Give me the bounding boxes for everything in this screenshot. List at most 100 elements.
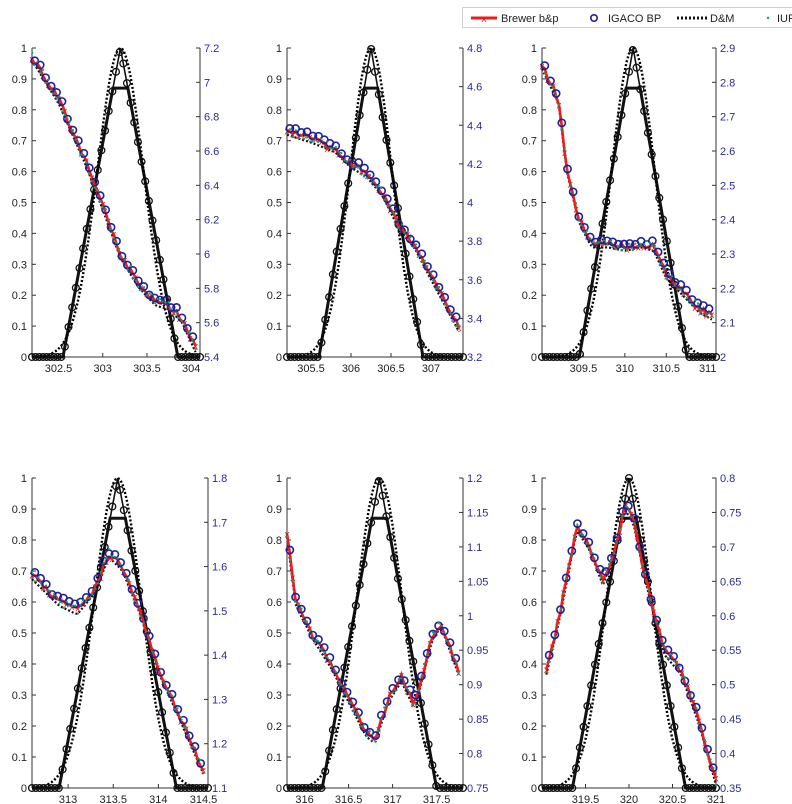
brewer-marker: x [572,532,577,543]
igaco-marker [128,265,138,275]
slit-marker [340,202,349,211]
igaco-marker [139,282,149,291]
iup-point [437,286,441,289]
slit-marker [100,126,110,135]
slit-marker [196,783,205,793]
slit-marker [602,197,611,207]
igaco-marker [411,690,421,700]
slit-marker [313,352,322,362]
iup-point [147,638,151,641]
igaco-marker [57,97,67,106]
iup-point [66,117,69,121]
iup-point [455,325,458,328]
slit-marker [115,485,125,494]
slit-marker [428,352,437,362]
legend-label: D&M [710,13,734,25]
brewer-marker: x [155,663,160,674]
legend-label: IUP [777,13,792,25]
iup-point [551,648,554,651]
igaco-marker [150,649,160,659]
x-tick-label: 310.5 [653,363,681,375]
iup-point [638,548,641,551]
x-tick-label: 303.5 [133,363,161,375]
iup-point [74,604,77,607]
slit-trapezoid-line [287,86,463,359]
right-tick-label: 1.1 [467,542,482,554]
slit-triangle-line [32,477,208,789]
iup-point [167,691,171,694]
left-tick-label: 0.6 [522,167,537,179]
slit-marker [390,181,399,190]
brewer-marker: x [89,173,94,184]
igaco-marker [331,141,341,151]
iup-point [300,607,303,610]
left-tick-label: 0 [21,783,27,795]
x-tick-label: 314.5 [190,794,218,804]
iup-point [169,308,172,311]
slit-marker [594,639,603,648]
iup-point [294,599,297,602]
iup-point [570,553,573,556]
iup-point [55,97,58,101]
left-tick-label: 0.8 [522,105,537,117]
iup-point [374,740,377,743]
iup-point [191,338,194,342]
iup-point [309,629,312,632]
iup-point [345,694,348,697]
slit-marker [704,783,713,793]
slit-marker [86,205,95,214]
slit-marker [662,681,671,690]
x-tick-label: 307 [422,363,440,375]
slit-marker [696,352,705,362]
iup-point [136,604,139,607]
slit-trapezoid-line [32,516,208,790]
iup-point [652,605,655,608]
right-tick-label: 5.6 [204,318,219,330]
slit-marker [568,352,577,362]
slit-marker [170,334,179,343]
iup-point [653,244,657,247]
legend-entry-brewer: x Brewer b&p [471,13,558,25]
slit-marker [568,783,577,793]
iup-point [434,287,437,290]
left-tick-label: 0.9 [12,504,27,516]
iup-point [685,296,688,300]
slit-marker [325,293,334,302]
slit-marker [416,698,425,708]
slit-marker [393,574,403,583]
left-tick-label: 0.4 [267,659,282,671]
igaco-marker [116,558,126,567]
igaco-marker [308,131,318,141]
slit-marker [397,595,406,604]
iup-point [56,598,59,601]
iup-point [44,584,48,587]
slit-marker [632,63,641,72]
slit-marker [363,65,372,74]
iup-point [391,691,394,694]
brewer-marker: x [171,307,176,318]
iup-point [150,293,153,296]
right-tick-label: 3.6 [467,275,482,287]
slit-marker [367,44,376,54]
iup-point [403,683,406,686]
iup-point [639,243,642,246]
iup-point [76,612,80,615]
igaco-marker [68,125,78,135]
iup-point [33,580,37,583]
igaco-marker [640,569,650,579]
iup-point [202,771,205,775]
iup-point [631,249,634,252]
iup-point [82,154,85,157]
iup-point [712,766,715,770]
igaco-marker [161,296,170,305]
slit-marker [711,352,721,362]
slit-marker [556,352,565,362]
right-tick-label: 1.3 [212,694,227,706]
left-tick-label: 0.6 [12,597,27,609]
iup-point [606,243,609,246]
iup-point [431,631,435,634]
dm-series-line [286,133,460,333]
slit-marker [351,601,360,610]
igaco-marker [659,258,669,268]
slit-marker [144,196,153,205]
